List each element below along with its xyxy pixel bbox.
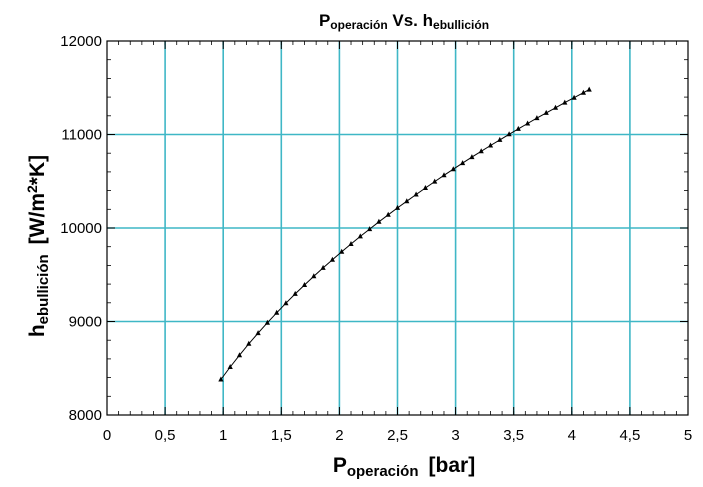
y-tick-label: 10000 bbox=[60, 220, 102, 237]
data-point-marker bbox=[311, 273, 317, 279]
data-point-marker bbox=[506, 131, 512, 137]
data-point-marker bbox=[301, 282, 308, 287]
data-point-marker bbox=[460, 160, 466, 166]
data-point-marker bbox=[236, 352, 243, 358]
data-point-marker bbox=[348, 241, 354, 246]
data-point-marker bbox=[580, 89, 586, 95]
data-point-marker bbox=[525, 120, 531, 126]
data-point-marker bbox=[469, 154, 475, 160]
data-point-marker bbox=[478, 148, 484, 154]
y-tick-label: 11000 bbox=[61, 127, 102, 144]
series-line bbox=[220, 89, 590, 380]
data-point-marker bbox=[246, 340, 252, 346]
data-point-marker bbox=[320, 264, 326, 270]
x-axis-label: Poperación [bar] bbox=[333, 454, 475, 480]
y-tick-label: 9000 bbox=[69, 314, 102, 331]
data-point-marker bbox=[487, 142, 494, 148]
y-tick-labels: 8000 9000 10000 11000 12000 bbox=[60, 33, 102, 424]
data-point-marker bbox=[515, 125, 521, 131]
data-point-marker bbox=[441, 172, 447, 178]
data-point-marker bbox=[497, 136, 503, 142]
data-point-marker bbox=[552, 104, 559, 110]
data-point-marker bbox=[432, 178, 438, 184]
data-point-marker bbox=[543, 109, 549, 115]
data-point-marker bbox=[562, 99, 568, 105]
x-tick-label: 3 bbox=[451, 427, 459, 444]
data-point-marker bbox=[339, 248, 345, 254]
data-point-marker bbox=[264, 319, 270, 325]
data-point-marker bbox=[283, 300, 289, 306]
x-tick-label: 4,5 bbox=[619, 427, 640, 444]
data-point-marker bbox=[274, 309, 280, 315]
x-tick-labels: 0 0,5 1 1,5 2 2,5 3 3,5 4 4,5 5 bbox=[103, 427, 692, 444]
data-point-marker bbox=[255, 330, 261, 336]
chart-title: Poperación Vs. hebullición bbox=[319, 11, 489, 32]
y-tick-label: 8000 bbox=[69, 407, 102, 424]
data-point-marker bbox=[413, 191, 419, 197]
data-point-marker bbox=[404, 198, 410, 204]
x-tick-label: 1 bbox=[219, 427, 227, 444]
data-point-marker bbox=[394, 204, 401, 210]
data-point-marker bbox=[329, 256, 335, 262]
data-point-marker bbox=[218, 376, 224, 382]
x-tick-label: 5 bbox=[684, 427, 692, 444]
x-tick-label: 0,5 bbox=[155, 427, 176, 444]
data-point-marker bbox=[586, 86, 592, 92]
data-point-marker bbox=[571, 94, 577, 100]
data-point-marker bbox=[357, 233, 363, 239]
x-tick-label: 1,5 bbox=[271, 427, 292, 444]
data-point-marker bbox=[292, 290, 298, 296]
plot-frame bbox=[106, 40, 689, 416]
data-point-marker bbox=[376, 218, 382, 224]
series-group bbox=[218, 86, 592, 382]
x-tick-label: 3,5 bbox=[503, 427, 524, 444]
x-tick-label: 2 bbox=[335, 427, 343, 444]
x-tick-label: 0 bbox=[103, 427, 111, 444]
data-point-marker bbox=[367, 226, 373, 232]
data-point-marker bbox=[534, 115, 540, 121]
grid bbox=[107, 41, 688, 415]
data-point-marker bbox=[385, 211, 391, 217]
x-tick-label: 4 bbox=[568, 427, 576, 444]
x-tick-label: 2,5 bbox=[387, 427, 408, 444]
y-axis-label: hebullición[W/m2*K] bbox=[24, 155, 52, 337]
data-point-marker bbox=[227, 364, 233, 369]
data-point-marker bbox=[422, 185, 428, 190]
y-tick-label: 12000 bbox=[60, 33, 102, 50]
data-point-marker bbox=[450, 166, 456, 172]
